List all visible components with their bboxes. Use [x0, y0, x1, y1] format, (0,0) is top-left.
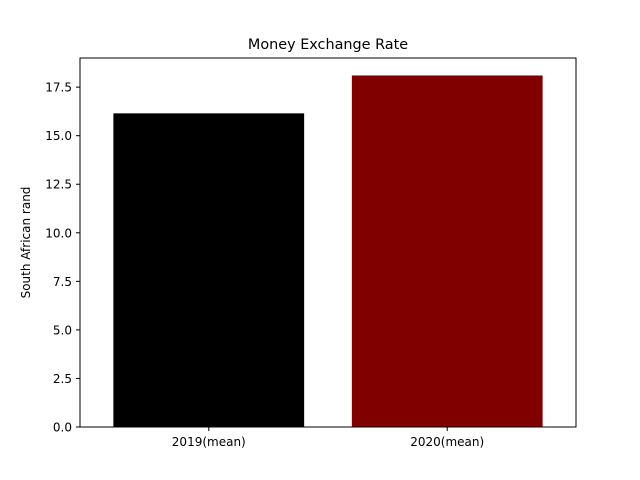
y-tick-label: 7.5: [53, 275, 72, 289]
y-tick-label: 12.5: [45, 178, 72, 192]
x-tick-label: 2019(mean): [172, 435, 246, 449]
y-tick-label: 2.5: [53, 372, 72, 386]
chart-title: Money Exchange Rate: [248, 37, 408, 53]
bar-2: [352, 75, 543, 427]
y-tick-label: 10.0: [45, 226, 72, 240]
x-tick-label: 2020(mean): [410, 435, 484, 449]
y-tick-label: 17.5: [45, 81, 72, 95]
bar-1: [113, 113, 304, 427]
y-axis-label: South African rand: [19, 187, 33, 299]
y-tick-label: 15.0: [45, 129, 72, 143]
y-tick-label: 0.0: [53, 421, 72, 435]
y-tick-label: 5.0: [53, 323, 72, 337]
